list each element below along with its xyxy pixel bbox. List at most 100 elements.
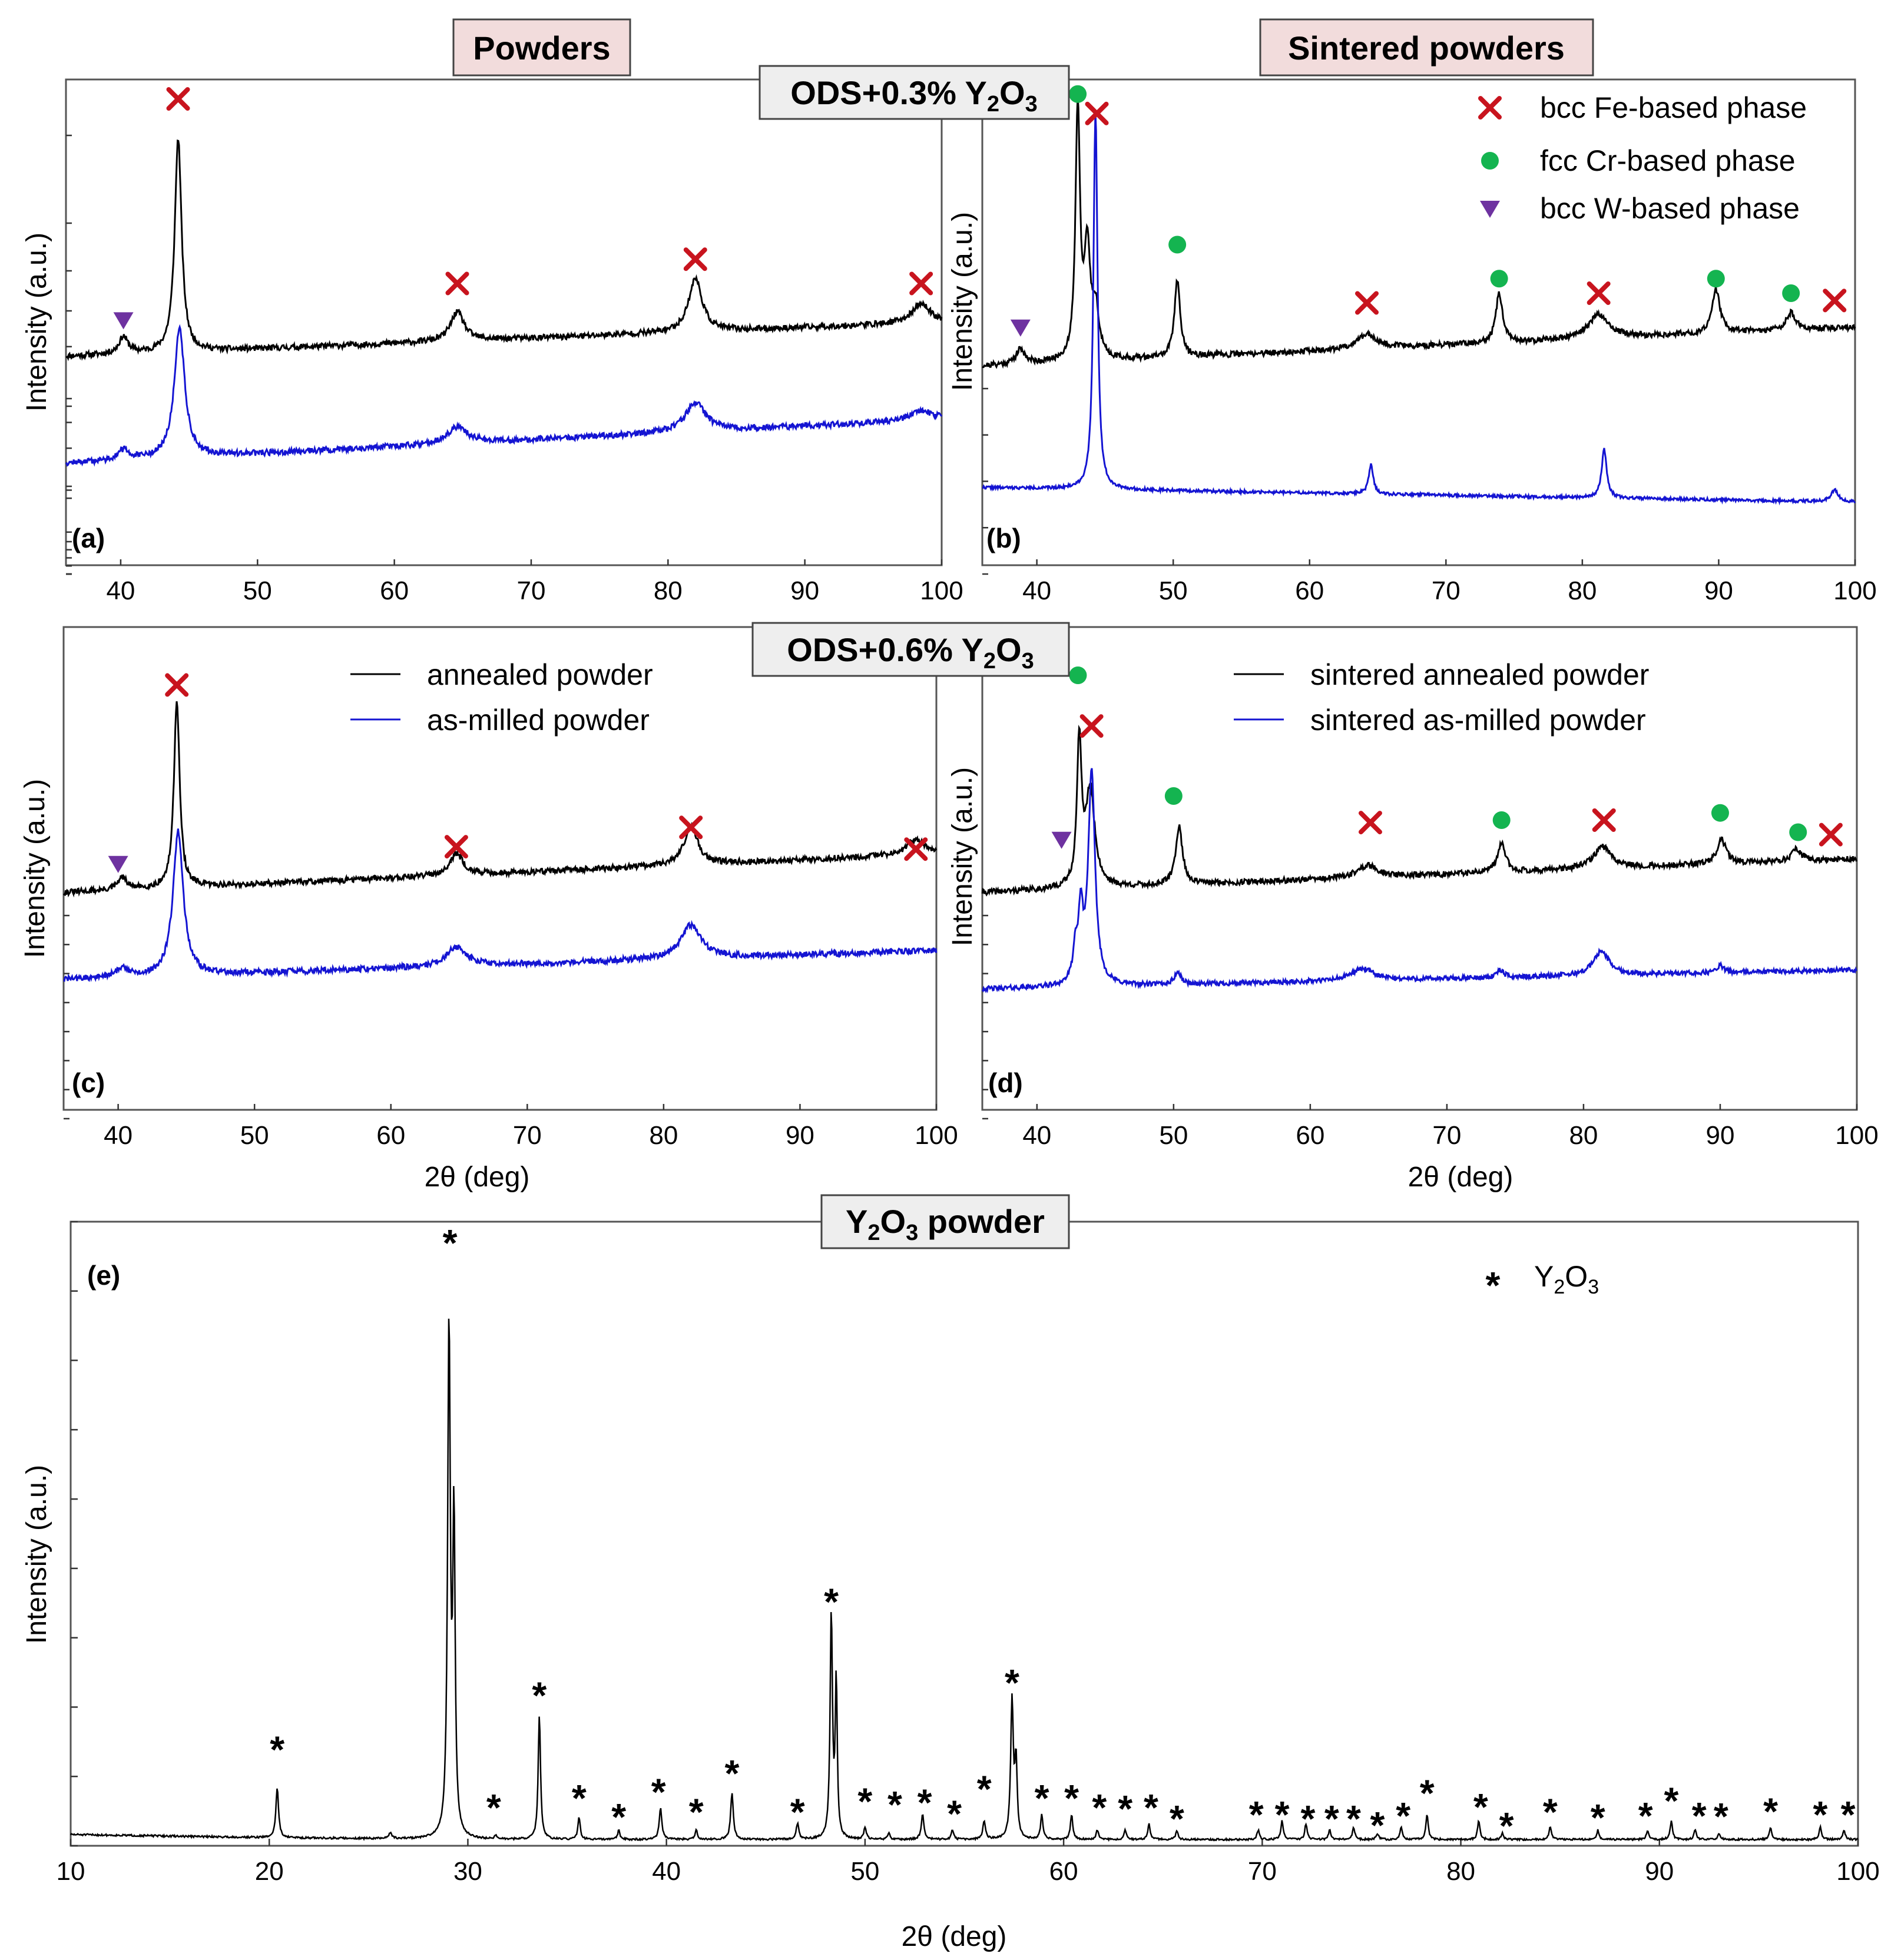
panel-a-markers — [113, 89, 931, 330]
panel-d-markers — [1051, 666, 1840, 849]
panel-e-xtick-label-20: 20 — [255, 1857, 284, 1886]
panel-c-xtick-label-70: 70 — [513, 1121, 542, 1150]
y2o3-star-28: * — [1370, 1804, 1385, 1846]
marker-bcc-fe-c-4 — [906, 840, 925, 858]
panel-c-xlabel: 2θ (deg) — [425, 1162, 530, 1193]
y2o3-star-1: * — [443, 1222, 458, 1264]
y2o3-star-9: * — [790, 1791, 805, 1833]
panel-b-xtick-label-70: 70 — [1432, 576, 1460, 605]
panel-b-xtick-label-80: 80 — [1568, 576, 1597, 605]
header-sintered-text: Sintered powders — [1288, 29, 1565, 67]
marker-fcc-cr-b-5 — [1490, 270, 1508, 288]
y2o3-star-29: * — [1396, 1795, 1410, 1837]
y2o3-star-37: * — [1692, 1795, 1707, 1837]
panel-c-label: (c) — [72, 1067, 105, 1098]
y2o3-star-15: * — [977, 1767, 992, 1810]
panel-d-xtick-label-100: 100 — [1835, 1121, 1878, 1150]
y2o3-star-4: * — [572, 1777, 587, 1819]
y2o3-star-3: * — [532, 1674, 547, 1716]
ods03-mid: O — [999, 74, 1025, 111]
y2o3-star-8: * — [724, 1752, 739, 1795]
header-ods03-box — [759, 65, 1070, 120]
y2o3-star-13: * — [918, 1782, 932, 1824]
panel-c-series-annealed — [62, 701, 938, 898]
header-ods06-box — [751, 622, 1070, 677]
y2o3-star-34: * — [1591, 1796, 1605, 1839]
ods03-sub2: 3 — [1025, 92, 1038, 117]
panel-b-series-sintered-annealed — [982, 96, 1856, 369]
panel-a-frame — [65, 78, 943, 566]
panel-c-xtick-label-60: 60 — [376, 1121, 405, 1150]
legend-fcc-cr-symbol — [1481, 152, 1499, 170]
panel-a-xtick-label-40: 40 — [106, 576, 135, 605]
panel-a-ylabel: Intensity (a.u.) — [21, 233, 52, 412]
marker-fcc-cr-b-8 — [1782, 284, 1800, 302]
panel-a-series-annealed — [65, 139, 943, 362]
panel-d-frame — [981, 626, 1858, 1111]
y2o3-star-38: * — [1714, 1795, 1728, 1838]
ods03-prefix: ODS+0.3% Y — [790, 74, 987, 111]
y2o3-star-11: * — [857, 1780, 872, 1823]
panel-d-xticks: 40 50 60 70 80 90 100 — [1022, 1104, 1879, 1150]
panel-b-label: (b) — [986, 523, 1021, 553]
header-ods06: ODS+0.6% Y2O3 — [751, 622, 1070, 677]
marker-bcc-w-a-0 — [113, 312, 134, 330]
header-sintered: Sintered powders — [1259, 18, 1594, 77]
marker-bcc-fe-a-3 — [686, 250, 705, 268]
legend-e-sub1: 2 — [1554, 1276, 1565, 1298]
y2o3-star-35: * — [1638, 1795, 1653, 1837]
y2o3-star-2: * — [486, 1786, 501, 1829]
panel-c: 40 50 60 70 80 90 100 Intensity (a.u.) (c) 2θ … — [19, 626, 958, 1193]
panel-e: 10 20 30 40 50 60 70 80 90 100 ***** ** ***** * * ****… — [21, 1221, 1880, 1952]
marker-fcc-cr-d-5 — [1492, 811, 1511, 829]
marker-bcc-fe-d-6 — [1595, 811, 1614, 830]
y2o3-star-16: * — [1005, 1661, 1019, 1704]
panel-c-xtick-label-40: 40 — [104, 1121, 133, 1150]
panel-b-series-sintered-as-milled — [982, 111, 1856, 506]
phase-legend: bcc Fe-based phase fcc Cr-based phase bc… — [1480, 91, 1807, 225]
marker-bcc-fe-d-9 — [1821, 825, 1840, 844]
header-y2o3-text: Y2O3 powder — [846, 1203, 1045, 1245]
y2o3-star-27: * — [1346, 1798, 1361, 1840]
panel-d-xtick-label-50: 50 — [1159, 1121, 1188, 1150]
ods06-prefix: ODS+0.6% Y — [787, 631, 983, 668]
panel-b-ylabel: Intensity (a.u.) — [947, 212, 978, 391]
header-powders: Powders — [452, 18, 631, 77]
panel-c-frame — [62, 626, 938, 1111]
panel-e-frame — [69, 1221, 1859, 1847]
y2o3-star-22: * — [1170, 1798, 1184, 1840]
panel-d-xlabel: 2θ (deg) — [1408, 1162, 1513, 1193]
legend-c-black-label: annealed powder — [427, 658, 653, 691]
panel-a-xtick-label-70: 70 — [516, 576, 545, 605]
panel-b-xtick-label-90: 90 — [1704, 576, 1733, 605]
panel-d-series-sintered-as-milled — [981, 768, 1857, 994]
y2o3-star-41: * — [1841, 1793, 1856, 1836]
header-ods03-text: ODS+0.3% Y2O3 — [790, 74, 1037, 117]
panel-b-xtick-label-60: 60 — [1295, 576, 1324, 605]
panel-b: 40 50 60 70 80 90 100 Intensity (a.u.) (b) bcc… — [947, 78, 1877, 605]
legend-c-blue-label: as-milled powder — [427, 704, 650, 737]
legend-c: annealed powder as-milled powder — [350, 658, 653, 737]
header-ods06-text: ODS+0.6% Y2O3 — [787, 631, 1034, 674]
panel-e-xtick-label-30: 30 — [453, 1857, 482, 1886]
panel-e-yticks — [71, 1221, 78, 1847]
y2o3-star-17: * — [1035, 1777, 1049, 1819]
panel-d-xtick-label-70: 70 — [1432, 1121, 1461, 1150]
legend-e-star: * — [1486, 1264, 1501, 1306]
panel-e-xtick-label-90: 90 — [1645, 1857, 1674, 1886]
panel-e-stars: ***** ** ***** * * **** * * * * * * * * * * * ** * * * * * * * * *… — [270, 1222, 1855, 1847]
marker-bcc-fe-a-4 — [912, 274, 930, 293]
panel-b-xtick-label-100: 100 — [1833, 576, 1876, 605]
legend-bcc-fe-symbol — [1481, 98, 1499, 117]
legend-fcc-cr-label: fcc Cr-based phase — [1540, 144, 1796, 177]
y2o3-star-21: * — [1144, 1786, 1158, 1829]
legend-d: sintered annealed powder sintered as-mil… — [1234, 658, 1649, 737]
legend-e: * Y2O3 — [1486, 1260, 1599, 1306]
y2o3-star-0: * — [270, 1729, 284, 1771]
y2o3-star-5: * — [611, 1796, 626, 1838]
panel-a-xtick-label-80: 80 — [654, 576, 683, 605]
panel-d-ylabel: Intensity (a.u.) — [947, 767, 978, 946]
y2o3-star-32: * — [1499, 1805, 1514, 1847]
panel-d-xtick-label-80: 80 — [1569, 1121, 1598, 1150]
